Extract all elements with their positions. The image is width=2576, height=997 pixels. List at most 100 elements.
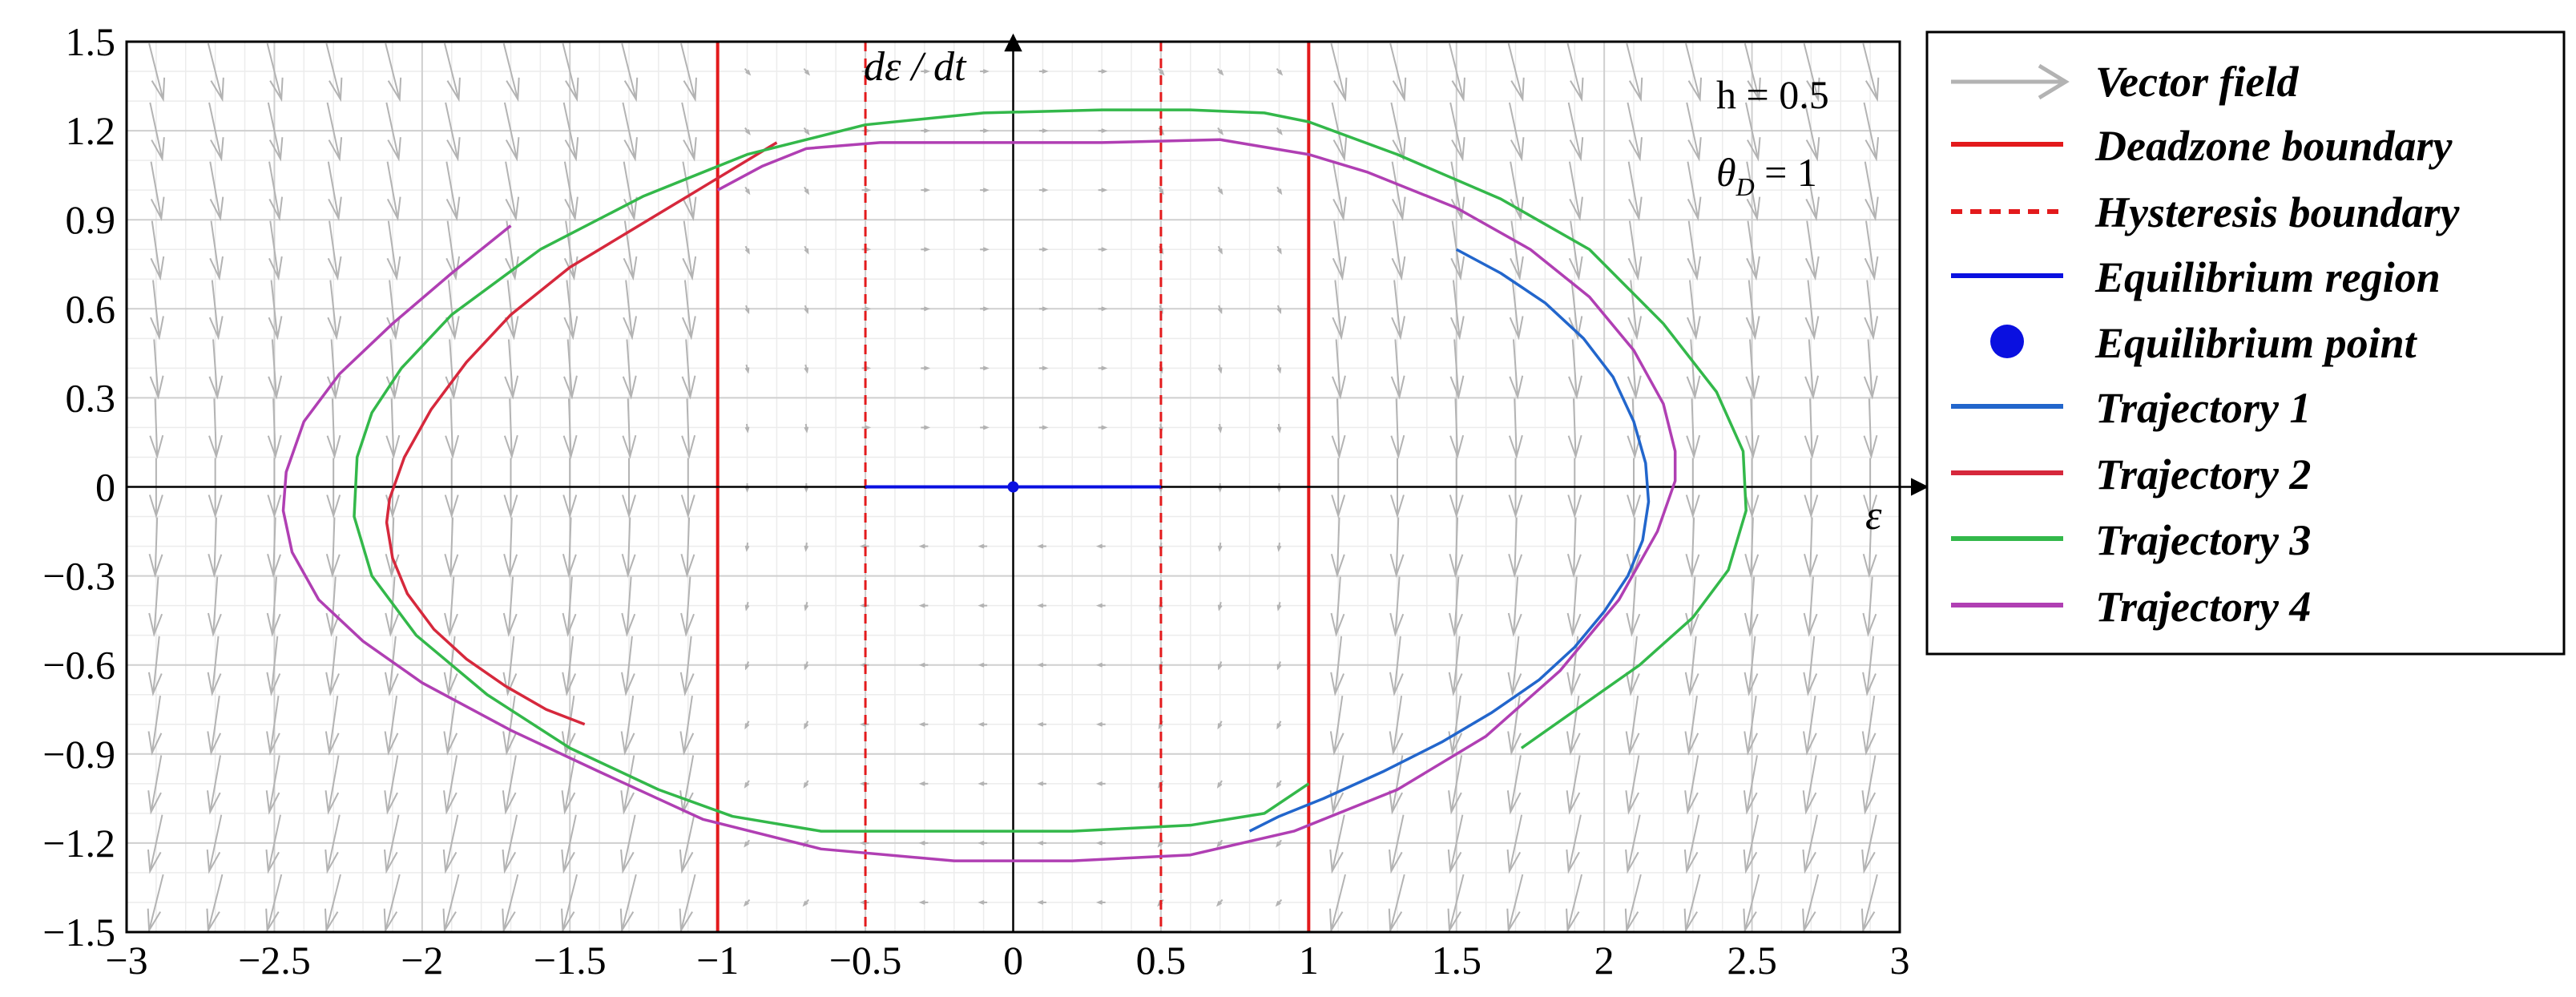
vector-arrow-head (1687, 196, 1702, 221)
vector-arrow-head (918, 543, 925, 549)
vector-arrow-head (1804, 256, 1820, 281)
vector-arrow (385, 814, 400, 872)
vector-arrow-head (679, 908, 693, 932)
x-tick-label: 1.5 (1432, 938, 1482, 983)
vector-arrow (1453, 576, 1460, 635)
vector-arrow-head (804, 367, 809, 374)
vector-arrow (1452, 636, 1461, 694)
vector-arrow (1691, 517, 1695, 575)
vector-arrow (271, 339, 277, 398)
vector-arrow (1864, 220, 1876, 279)
vector-arrow-head (1217, 367, 1223, 374)
vector-arrow (1390, 102, 1405, 159)
vector-arrow (1807, 280, 1816, 338)
vector-arrow (627, 398, 631, 457)
vector-arrow-head (1042, 69, 1049, 74)
vector-arrow (1626, 42, 1642, 100)
trajectory-2-line (385, 141, 778, 726)
vector-arrow (566, 280, 574, 338)
vector-arrow-head (923, 306, 931, 312)
vector-arrow-head (681, 375, 696, 400)
vector-arrow-head (744, 545, 750, 552)
legend-item-equilibrium-point: Equilibrium point (1990, 319, 2418, 367)
vector-arrow-head (443, 672, 458, 696)
vector-arrow (1568, 161, 1581, 219)
vector-arrow-head (446, 77, 461, 103)
vector-arrow-head (325, 612, 341, 637)
vector-arrow (1510, 755, 1522, 813)
vector-arrow (1454, 398, 1459, 457)
vector-arrow-head (561, 849, 575, 874)
vector-arrow (1862, 874, 1878, 931)
vector-arrow-head (387, 137, 401, 162)
vector-arrow-head (744, 188, 751, 196)
vector-arrow-head (1685, 612, 1700, 637)
vector-arrow-head (1332, 316, 1347, 341)
x-tick-label: −3 (105, 938, 147, 983)
vector-arrow-head (619, 908, 635, 932)
svg-text:Trajectory 2: Trajectory 2 (2095, 450, 2311, 498)
vector-arrow (449, 398, 454, 457)
vector-arrow-head (1743, 849, 1758, 874)
vector-arrow-head (151, 137, 165, 162)
vector-arrow (1567, 102, 1582, 159)
vector-arrow (1864, 755, 1877, 813)
x-axis-label: ε (1865, 493, 1882, 539)
vector-arrow-head (1447, 908, 1461, 932)
vector-arrow-head (563, 316, 578, 341)
y-axis-label: dε / dt (864, 44, 967, 90)
vector-arrow-head (442, 908, 457, 932)
vector-arrow-head (266, 731, 280, 756)
vector-arrow-head (502, 612, 518, 637)
x-tick-label: −1.5 (534, 938, 607, 983)
vector-arrow (1507, 42, 1524, 100)
vector-arrow-head (1745, 434, 1760, 459)
vector-arrow (567, 398, 572, 457)
vector-arrow (565, 220, 575, 279)
vector-arrow-head (1802, 790, 1817, 815)
vector-arrow-head (267, 494, 282, 519)
vector-arrow (1394, 576, 1401, 635)
vector-arrow (1745, 102, 1760, 159)
vector-arrow-head (1390, 434, 1405, 459)
vector-arrow-head (1803, 612, 1818, 637)
vector-arrow-head (1042, 365, 1049, 371)
equilibrium (865, 481, 1161, 493)
vector-arrow (683, 636, 692, 694)
vector-arrow-head (1862, 672, 1877, 696)
x-tick-label: −2.5 (238, 938, 311, 983)
vector-arrow (1868, 517, 1873, 575)
vector-arrow (566, 576, 573, 635)
vector-arrow-head (804, 545, 809, 552)
vector-arrow-head (1389, 849, 1403, 874)
vector-arrow-head (504, 316, 519, 341)
vector-arrow (562, 874, 578, 931)
vector-arrow-head (621, 612, 636, 637)
vector-arrow-head (1804, 554, 1818, 578)
theta-symbol: θ (1716, 150, 1736, 195)
vector-arrow-head (148, 612, 163, 637)
vector-arrow-head (1392, 77, 1407, 103)
vector-arrow (685, 576, 691, 635)
vector-arrow-head (1506, 849, 1522, 874)
vector-arrow (1685, 874, 1701, 931)
vector-arrow (443, 874, 460, 931)
vector-arrow-head (1218, 248, 1223, 255)
vector-arrow (390, 517, 395, 575)
vector-arrow (1750, 517, 1754, 575)
vector-arrow (1448, 874, 1465, 931)
vector-arrow (1333, 695, 1344, 753)
vector-arrow-head (1686, 434, 1701, 459)
vector-arrow-head (1744, 554, 1760, 578)
vector-arrow (1691, 398, 1695, 457)
vector-arrow-head (562, 434, 578, 459)
vector-arrow-head (446, 137, 461, 162)
vector-arrow-head (1627, 256, 1643, 281)
vector-arrow-head (1804, 316, 1820, 341)
svg-text:Trajectory 3: Trajectory 3 (2095, 516, 2311, 564)
vector-arrow-head (1389, 612, 1405, 637)
vector-arrow (1808, 576, 1814, 635)
vector-arrow (1566, 874, 1583, 931)
vector-arrow (686, 398, 691, 457)
vector-arrow-head (680, 494, 695, 519)
